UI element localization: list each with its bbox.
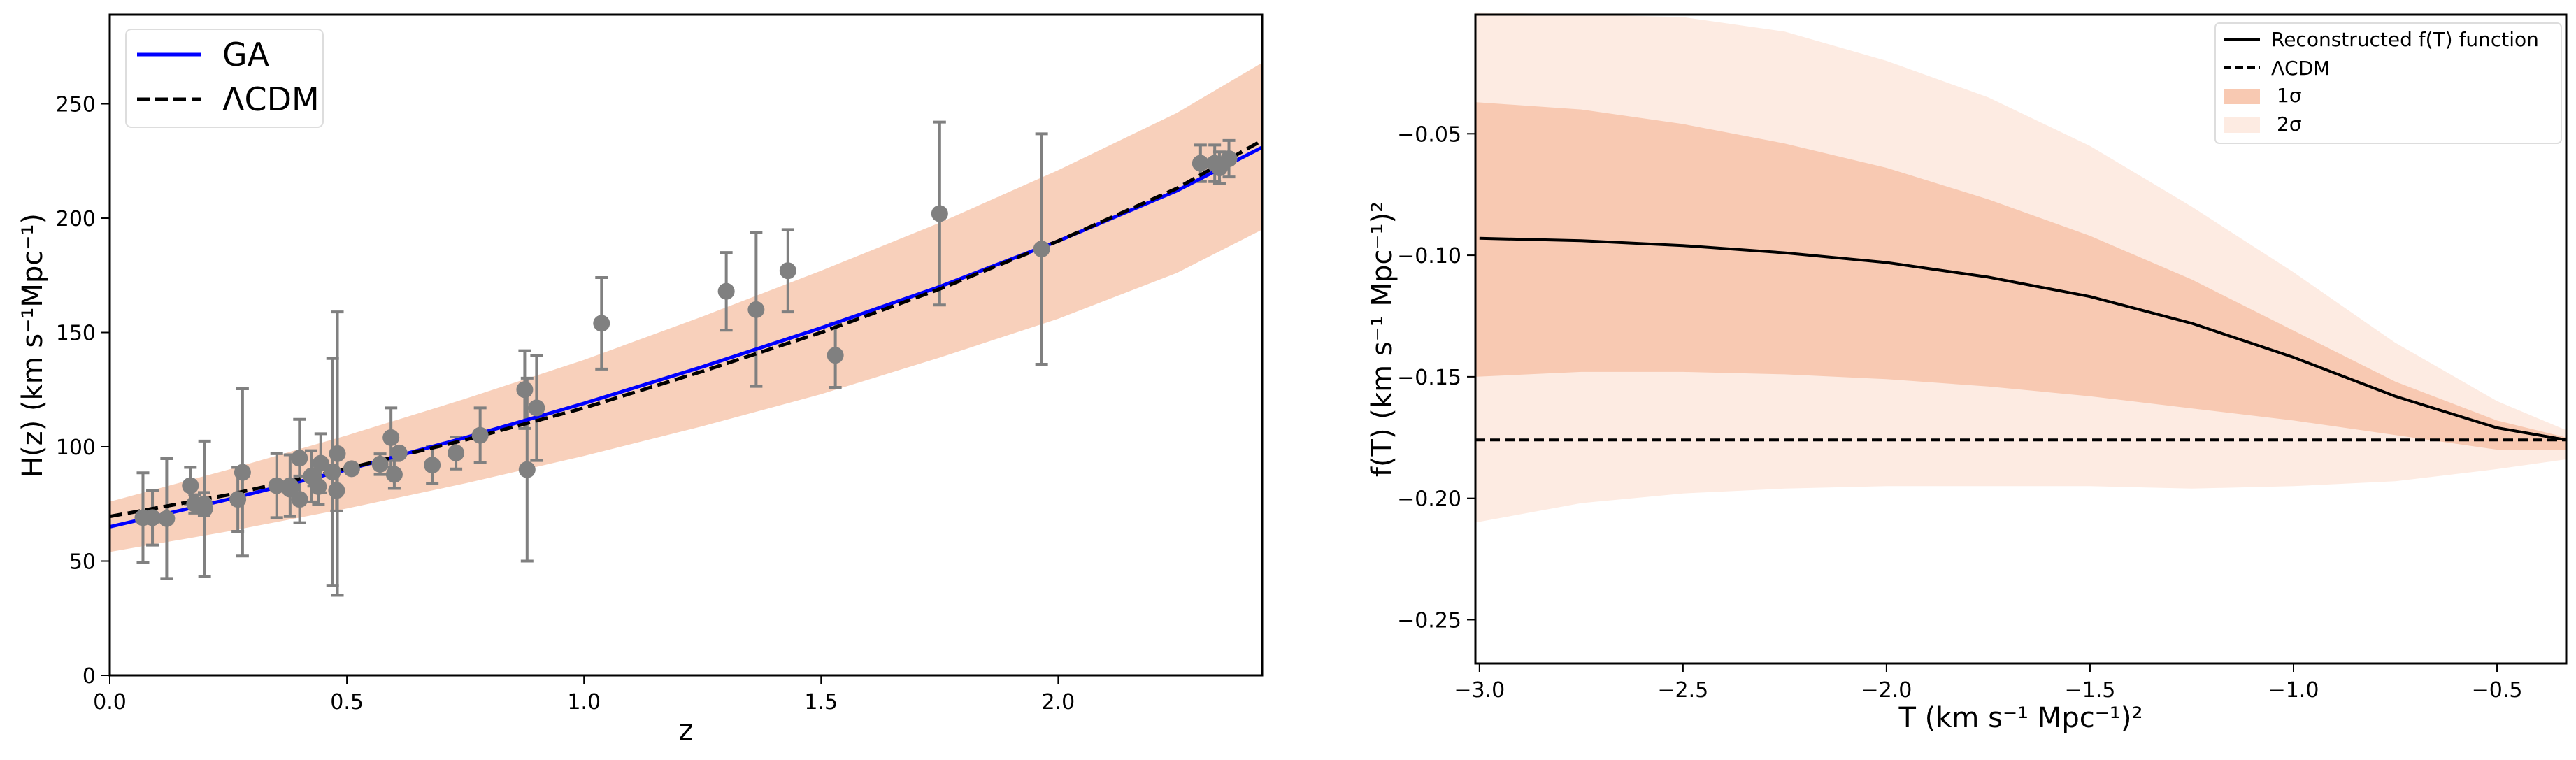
data-point: [158, 510, 176, 527]
legend-2sigma-label: 2σ: [2277, 113, 2302, 136]
band-1sigma: [1475, 102, 2566, 450]
legend-box: [2214, 22, 2562, 144]
data-point: [281, 477, 299, 494]
plot-frame: [1474, 13, 2568, 665]
plot-frame: [108, 13, 1264, 677]
x-ticks: −3.0 −2.5 −2.0 −1.5 −1.0 −0.5: [1454, 664, 2522, 703]
data-point: [747, 301, 765, 318]
legend-ga-label: GA: [222, 36, 270, 73]
legend: Reconstructed f(T) function ΛCDM 1σ 2σ: [2214, 22, 2562, 144]
y-tick-label: 100: [56, 436, 96, 460]
data-point: [593, 315, 610, 332]
reconstructed-ft-curve: [1479, 236, 2567, 442]
data-point: [291, 450, 308, 467]
x-tick-label: −1.5: [2065, 678, 2116, 703]
y-tick-label: 50: [69, 550, 96, 575]
data-point: [310, 478, 327, 495]
x-axis-label: T (km s⁻¹ Mpc⁻¹)²: [1898, 702, 2143, 734]
x-tick-label: −3.0: [1454, 678, 1505, 703]
data-point: [931, 205, 948, 222]
x-axis-label: z: [679, 715, 694, 747]
y-ticks: 0 50 100 150 200 250: [56, 93, 110, 689]
legend: GA ΛCDM: [125, 29, 324, 128]
confidence-band-area: [110, 62, 1262, 552]
x-tick-label: 0.5: [330, 690, 364, 715]
data-point: [343, 460, 360, 478]
data-point: [312, 454, 329, 472]
data-point: [779, 262, 796, 280]
legend-1sigma-label: 1σ: [2277, 84, 2302, 107]
y-tick-label: −0.20: [1397, 487, 1461, 512]
data-point: [382, 429, 400, 446]
data-point: [371, 455, 389, 473]
y-tick-label: −0.15: [1397, 366, 1461, 390]
y-ticks: −0.05 −0.10 −0.15 −0.20 −0.25: [1397, 122, 1475, 633]
data-point: [827, 347, 844, 364]
ft-chart: −3.0 −2.5 −2.0 −1.5 −1.0 −0.5 −0.05 −0.10 −0.15…: [1366, 12, 2568, 734]
y-tick-label: −0.05: [1397, 122, 1461, 147]
legend-reconstructed-label: Reconstructed f(T) function: [2271, 28, 2539, 51]
data-point: [234, 464, 251, 481]
legend-1sigma-swatch: [2224, 89, 2260, 104]
data-point: [424, 457, 441, 474]
y-axis-label: f(T) (km s⁻¹ Mpc⁻¹)²: [1366, 201, 1398, 477]
data-point: [385, 466, 403, 483]
x-tick-label: 1.0: [567, 690, 601, 715]
y-axis-label: H(z) (km s⁻¹Mpc⁻¹): [17, 213, 49, 478]
confidence-band: [110, 62, 1262, 552]
data-point: [229, 491, 247, 508]
legend-2sigma-swatch: [2224, 117, 2260, 133]
y-tick-label: 150: [56, 322, 96, 346]
data-point: [1192, 155, 1209, 172]
x-tick-label: −1.0: [2268, 678, 2319, 703]
data-point: [324, 463, 341, 480]
data-point: [328, 482, 345, 499]
data-point: [1220, 150, 1238, 168]
y-tick-label: −0.10: [1397, 244, 1461, 268]
data-point: [144, 509, 162, 526]
data-point: [268, 477, 285, 494]
x-tick-label: 2.0: [1042, 690, 1075, 715]
hz-chart: 0.0 0.5 1.0 1.5 2.0 0 50 100 150 200 250 z H(z) (…: [17, 13, 1264, 747]
y-tick-label: 200: [56, 207, 96, 231]
data-point: [196, 500, 213, 517]
data-point: [291, 491, 308, 508]
data-point: [448, 444, 465, 461]
x-ticks: 0.0 0.5 1.0 1.5 2.0: [93, 675, 1075, 715]
band-1sigma-area: [1475, 102, 2566, 450]
data-point: [516, 381, 534, 399]
data-points: [134, 150, 1238, 527]
y-tick-label: 250: [56, 93, 96, 117]
data-point: [471, 426, 489, 444]
data-point: [528, 399, 545, 417]
x-tick-label: −0.5: [2472, 678, 2523, 703]
x-tick-label: 1.5: [804, 690, 838, 715]
x-tick-label: −2.5: [1657, 678, 1708, 703]
legend-lcdm-label: ΛCDM: [2271, 57, 2330, 80]
y-tick-label: −0.25: [1397, 608, 1461, 633]
data-point: [1033, 241, 1050, 258]
model-curves: [1475, 236, 2567, 442]
x-tick-label: 0.0: [93, 690, 127, 715]
data-point: [390, 444, 408, 461]
data-point: [518, 461, 536, 478]
data-point: [329, 445, 346, 462]
x-tick-label: −2.0: [1861, 678, 1912, 703]
legend-lcdm-label: ΛCDM: [222, 80, 320, 118]
data-point: [717, 282, 735, 300]
data-point: [182, 477, 199, 494]
y-tick-label: 0: [83, 664, 96, 689]
